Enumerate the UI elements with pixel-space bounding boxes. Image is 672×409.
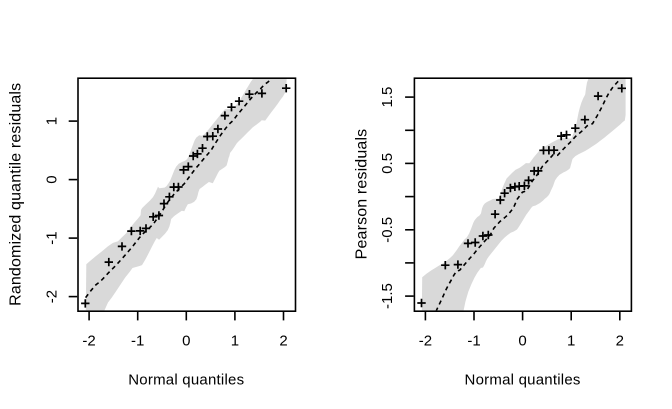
svg-text:-1: -1 bbox=[467, 333, 480, 350]
svg-text:1: 1 bbox=[43, 117, 60, 125]
svg-text:1: 1 bbox=[567, 333, 575, 350]
svg-text:1: 1 bbox=[231, 333, 239, 350]
svg-text:Pearson residuals: Pearson residuals bbox=[354, 129, 371, 260]
svg-text:-1: -1 bbox=[43, 231, 60, 244]
svg-text:-2: -2 bbox=[43, 290, 60, 303]
svg-text:0: 0 bbox=[43, 175, 60, 183]
svg-text:Normal quantiles: Normal quantiles bbox=[128, 372, 244, 389]
svg-text:-0.5: -0.5 bbox=[379, 217, 396, 243]
svg-text:-2: -2 bbox=[82, 333, 95, 350]
svg-text:2: 2 bbox=[279, 333, 287, 350]
svg-text:1.5: 1.5 bbox=[379, 87, 396, 108]
svg-text:2: 2 bbox=[616, 333, 624, 350]
svg-text:Normal quantiles: Normal quantiles bbox=[465, 372, 581, 389]
svg-text:0: 0 bbox=[518, 333, 526, 350]
svg-text:Randomized quantile residuals: Randomized quantile residuals bbox=[8, 83, 25, 306]
svg-text:-2: -2 bbox=[419, 333, 432, 350]
svg-text:0.5: 0.5 bbox=[379, 153, 396, 174]
svg-text:0: 0 bbox=[182, 333, 190, 350]
svg-text:-1: -1 bbox=[131, 333, 144, 350]
svg-text:-1.5: -1.5 bbox=[379, 283, 396, 309]
